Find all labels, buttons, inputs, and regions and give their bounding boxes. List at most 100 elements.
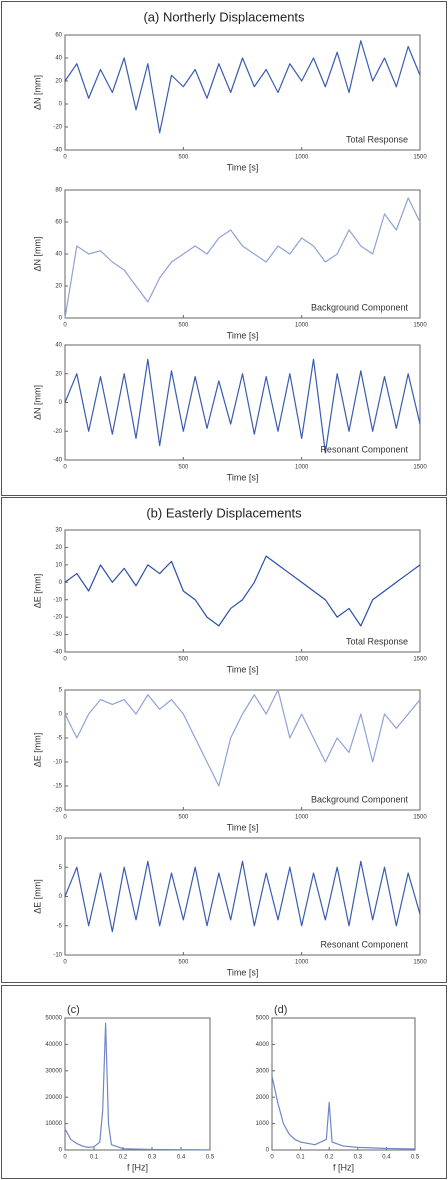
y-tick-label: 60 xyxy=(55,220,62,226)
plot-area xyxy=(64,189,421,319)
y-axis-label: ΔN [mm] xyxy=(32,385,42,420)
y-tick-label: -40 xyxy=(53,458,62,464)
x-tick-label: 0 xyxy=(63,323,67,329)
data-line xyxy=(64,689,421,787)
section-frame xyxy=(1,1,447,496)
y-tick-label: 5 xyxy=(59,688,63,694)
y-axis-label: ΔN [mm] xyxy=(32,75,42,110)
y-tick-label: 40 xyxy=(55,56,62,62)
y-tick-label: -10 xyxy=(53,597,62,603)
section-title: (a) Northerly Displacements xyxy=(143,9,305,24)
y-tick-label: 3000 xyxy=(256,1068,270,1074)
x-tick-label: 0.1 xyxy=(90,1155,99,1161)
x-tick-label: 0.3 xyxy=(148,1155,157,1161)
x-tick-label: 1500 xyxy=(413,465,427,471)
x-tick-label: 1000 xyxy=(295,155,309,161)
y-tick-label: -20 xyxy=(53,808,62,814)
y-tick-label: 0 xyxy=(59,400,63,406)
y-tick-label: -30 xyxy=(53,632,62,638)
x-tick-label: 1000 xyxy=(295,465,309,471)
y-tick-label: 0 xyxy=(59,1148,63,1154)
y-tick-label: 0 xyxy=(59,894,63,900)
annotation: Total Response xyxy=(346,636,408,646)
y-axis-label: ΔE [mm] xyxy=(32,879,42,914)
y-tick-label: -10 xyxy=(53,760,62,766)
x-tick-label: 0 xyxy=(63,155,67,161)
y-tick-label: 80 xyxy=(55,188,62,194)
y-tick-label: 4000 xyxy=(256,1042,270,1048)
x-tick-label: 0.1 xyxy=(296,1155,305,1161)
x-tick-label: 0 xyxy=(63,465,67,471)
data-line xyxy=(64,197,421,319)
section-title: (b) Easterly Displacements xyxy=(146,505,302,520)
x-tick-label: 0 xyxy=(270,1155,274,1161)
panel-label: (d) xyxy=(274,1004,287,1016)
y-tick-label: -10 xyxy=(53,953,62,959)
x-tick-label: 500 xyxy=(178,465,189,471)
y-tick-label: 20 xyxy=(55,371,62,377)
x-tick-label: 0.3 xyxy=(354,1155,363,1161)
y-tick-label: 5 xyxy=(59,865,63,871)
plot-area xyxy=(64,34,421,151)
plot-area xyxy=(64,529,421,653)
y-tick-label: 1000 xyxy=(256,1121,270,1127)
x-tick-label: 0 xyxy=(63,815,67,821)
y-axis-label: ΔE [mm] xyxy=(32,574,42,609)
y-tick-label: 10 xyxy=(55,836,62,842)
y-tick-label: -40 xyxy=(53,650,62,656)
data-line xyxy=(271,1075,416,1150)
x-axis-label: Time [s] xyxy=(227,967,259,977)
x-axis-label: Time [s] xyxy=(227,664,259,674)
y-tick-label: 40 xyxy=(55,343,62,349)
y-tick-label: 0 xyxy=(59,580,63,586)
y-axis-label: ΔN [mm] xyxy=(32,236,42,271)
data-line xyxy=(64,555,421,627)
x-axis-label: f [Hz] xyxy=(333,1162,354,1172)
y-tick-label: 60 xyxy=(55,33,62,39)
y-tick-label: 0 xyxy=(266,1148,270,1154)
x-tick-label: 0.2 xyxy=(325,1155,334,1161)
y-tick-label: 10000 xyxy=(45,1121,62,1127)
plot-area xyxy=(271,1017,416,1151)
y-tick-label: 20 xyxy=(55,79,62,85)
x-tick-label: 0 xyxy=(63,657,67,663)
plot-area xyxy=(64,689,421,811)
annotation: Resonant Component xyxy=(320,939,408,949)
y-tick-label: -5 xyxy=(57,923,63,929)
plot-area xyxy=(64,344,421,461)
x-tick-label: 0.4 xyxy=(382,1155,391,1161)
x-axis-label: Time [s] xyxy=(227,330,259,340)
y-tick-label: -15 xyxy=(53,784,62,790)
x-tick-label: 0.4 xyxy=(177,1155,186,1161)
y-axis-label: ΔE [mm] xyxy=(32,733,42,768)
data-line xyxy=(64,358,421,454)
x-tick-label: 1500 xyxy=(413,657,427,663)
y-tick-label: 40000 xyxy=(45,1042,62,1048)
y-tick-label: 20 xyxy=(55,545,62,551)
x-tick-label: 1000 xyxy=(295,657,309,663)
panel-label: (c) xyxy=(67,1004,80,1016)
y-tick-label: -5 xyxy=(57,736,63,742)
y-tick-label: 0 xyxy=(59,316,63,322)
plot-area xyxy=(64,1017,211,1151)
y-tick-label: -20 xyxy=(53,615,62,621)
section-frame xyxy=(1,497,447,983)
y-tick-label: 0 xyxy=(59,102,63,108)
x-tick-label: 500 xyxy=(178,960,189,966)
y-tick-label: 50000 xyxy=(45,1016,62,1022)
y-tick-label: 0 xyxy=(59,712,63,718)
y-tick-label: 10 xyxy=(55,562,62,568)
x-tick-label: 500 xyxy=(178,815,189,821)
y-tick-label: 20000 xyxy=(45,1095,62,1101)
x-axis-label: Time [s] xyxy=(227,822,259,832)
y-tick-label: -20 xyxy=(53,125,62,131)
x-axis-label: f [Hz] xyxy=(127,1162,148,1172)
data-line xyxy=(64,860,421,933)
x-tick-label: 0.5 xyxy=(411,1155,420,1161)
x-tick-label: 500 xyxy=(178,657,189,663)
x-tick-label: 1000 xyxy=(295,960,309,966)
x-axis-label: Time [s] xyxy=(227,472,259,482)
x-tick-label: 0 xyxy=(63,1155,67,1161)
data-line xyxy=(64,1022,211,1151)
x-tick-label: 500 xyxy=(178,155,189,161)
